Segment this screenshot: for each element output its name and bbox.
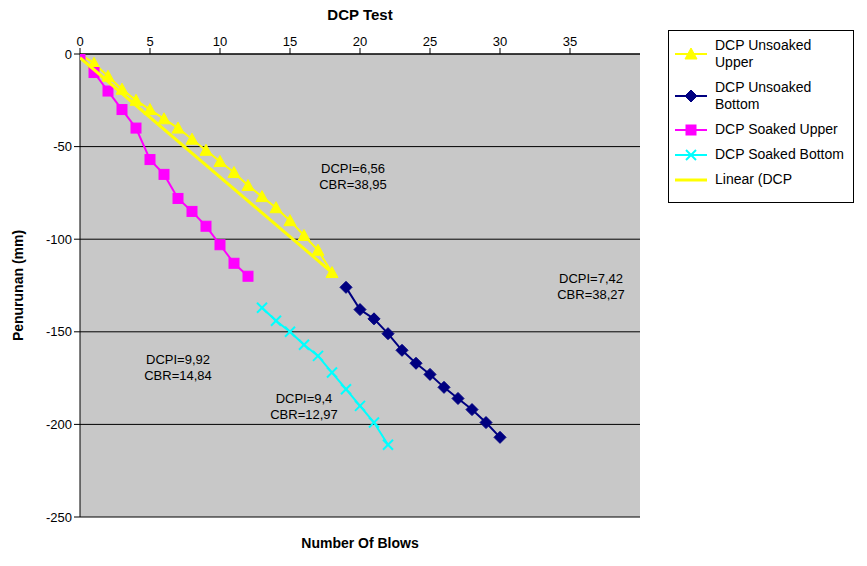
svg-text:20: 20 (353, 34, 367, 49)
html-text:DCP Test: DCP Test (327, 6, 393, 23)
html-text:DCP Soaked Bottom: DCP Soaked Bottom (715, 146, 844, 162)
svg-text:-150: -150 (46, 324, 72, 339)
svg-text:25: 25 (423, 34, 437, 49)
html-text:Linear (DCP: Linear (DCP (715, 171, 792, 187)
svg-text:35: 35 (563, 34, 577, 49)
svg-text:DCPI=9,4CBR=12,97: DCPI=9,4CBR=12,97 (270, 391, 338, 422)
svg-text:5: 5 (146, 34, 153, 49)
svg-text:-200: -200 (46, 417, 72, 432)
svg-text:30: 30 (493, 34, 507, 49)
svg-text:-50: -50 (53, 139, 72, 154)
svg-text:DCPI=9,92CBR=14,84: DCPI=9,92CBR=14,84 (144, 352, 212, 383)
svg-text:Penurunan (mm): Penurunan (mm) (10, 230, 26, 341)
html-text:DCP Unsoaked Bottom: DCP Unsoaked Bottom (715, 79, 812, 112)
svg-text:DCPI=6,56CBR=38,95: DCPI=6,56CBR=38,95 (319, 161, 387, 192)
html-text:Number Of Blows: Number Of Blows (301, 535, 419, 551)
svg-text:-100: -100 (46, 232, 72, 247)
svg-text:15: 15 (283, 34, 297, 49)
svg-text:0: 0 (65, 47, 72, 62)
html-text:DCP Soaked Upper: DCP Soaked Upper (715, 121, 838, 137)
svg-text:DCPI=7,42CBR=38,27: DCPI=7,42CBR=38,27 (557, 271, 625, 302)
svg-text:10: 10 (213, 34, 227, 49)
svg-text:0: 0 (76, 34, 83, 49)
svg-text:-250: -250 (46, 510, 72, 525)
html-text:DCP Unsoaked Upper: DCP Unsoaked Upper (715, 37, 812, 70)
